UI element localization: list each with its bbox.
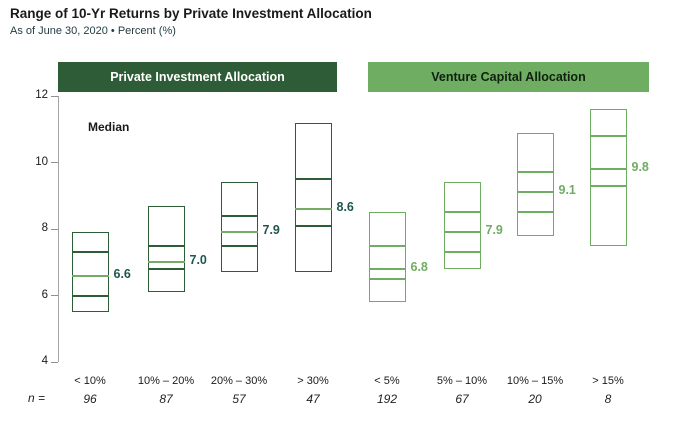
n-count-value: 8 bbox=[604, 392, 612, 406]
quartile-line bbox=[71, 251, 109, 254]
quartile-line bbox=[589, 184, 627, 187]
quartile-line bbox=[147, 244, 185, 247]
median-value-label: 6.6 bbox=[113, 266, 131, 281]
x-axis-category-label: > 30% bbox=[297, 375, 329, 387]
median-line bbox=[220, 231, 258, 234]
y-axis-tick bbox=[51, 162, 58, 163]
x-axis-category-label: > 15% bbox=[592, 375, 624, 387]
median-line bbox=[516, 191, 554, 194]
y-axis-tick-label: 8 bbox=[41, 222, 48, 234]
median-value-label: 7.9 bbox=[485, 223, 503, 238]
range-box-pi bbox=[220, 182, 258, 273]
n-count-value: 57 bbox=[232, 392, 246, 406]
x-axis-category-label: < 10% bbox=[74, 375, 106, 387]
y-axis-tick bbox=[51, 95, 58, 97]
n-count-value: 192 bbox=[376, 392, 398, 406]
quartile-line bbox=[71, 294, 109, 297]
x-axis-category-label: < 5% bbox=[374, 375, 400, 387]
quartile-line bbox=[516, 211, 554, 214]
quartile-line bbox=[516, 171, 554, 174]
quartile-line bbox=[294, 224, 332, 227]
quartile-line bbox=[220, 244, 258, 247]
x-axis-category-label: 10% – 20% bbox=[137, 375, 195, 387]
median-line bbox=[147, 261, 185, 264]
y-axis-tick bbox=[51, 295, 58, 296]
median-line bbox=[368, 267, 406, 270]
median-line bbox=[443, 231, 481, 234]
quartile-line bbox=[589, 134, 627, 137]
group-header-private-investment-allocation: Private Investment Allocation bbox=[58, 62, 337, 92]
quartile-line bbox=[294, 178, 332, 181]
quartile-line bbox=[443, 251, 481, 254]
page-subtitle: As of June 30, 2020 • Percent (%) bbox=[10, 25, 176, 37]
median-value-label: 7.0 bbox=[189, 253, 207, 268]
range-box-vc bbox=[368, 212, 406, 303]
range-box-pi bbox=[294, 122, 332, 273]
quartile-line bbox=[220, 214, 258, 217]
range-box-vc bbox=[516, 132, 554, 236]
range-box-vc bbox=[443, 182, 481, 269]
n-count-value: 20 bbox=[528, 392, 542, 406]
y-axis-tick-label: 6 bbox=[41, 288, 48, 301]
median-value-label: 8.6 bbox=[336, 200, 354, 215]
y-axis-line bbox=[58, 96, 59, 362]
y-axis-tick bbox=[51, 361, 58, 363]
n-count-value: 87 bbox=[159, 392, 173, 406]
median-legend-label: Median bbox=[88, 120, 130, 134]
median-value-label: 9.1 bbox=[558, 183, 576, 198]
median-value-label: 9.8 bbox=[631, 160, 649, 175]
y-axis-tick-label: 4 bbox=[41, 355, 48, 367]
range-box-vc bbox=[589, 109, 627, 246]
group-header-venture-capital-allocation: Venture Capital Allocation bbox=[368, 62, 649, 92]
n-count-value: 96 bbox=[83, 392, 97, 406]
page-title: Range of 10-Yr Returns by Private Invest… bbox=[10, 6, 372, 21]
median-line bbox=[294, 208, 332, 211]
quartile-line bbox=[443, 211, 481, 214]
quartile-line bbox=[368, 244, 406, 247]
n-equals-label: n = bbox=[28, 391, 46, 405]
x-axis-category-label: 10% – 15% bbox=[506, 375, 564, 387]
n-count-value: 47 bbox=[306, 392, 320, 406]
y-axis-tick-label: 10 bbox=[35, 155, 48, 168]
median-line bbox=[589, 168, 627, 171]
quartile-line bbox=[147, 267, 185, 270]
range-box-pi bbox=[147, 205, 185, 293]
median-line bbox=[71, 274, 109, 277]
x-axis-category-label: 5% – 10% bbox=[436, 375, 488, 387]
quartile-line bbox=[368, 277, 406, 280]
y-axis-tick-label: 12 bbox=[35, 89, 48, 101]
range-box-pi bbox=[71, 232, 109, 313]
y-axis-tick bbox=[51, 228, 58, 230]
n-count-value: 67 bbox=[455, 392, 469, 406]
median-value-label: 7.9 bbox=[262, 223, 280, 238]
x-axis-category-label: 20% – 30% bbox=[210, 375, 268, 387]
median-value-label: 6.8 bbox=[410, 259, 428, 274]
